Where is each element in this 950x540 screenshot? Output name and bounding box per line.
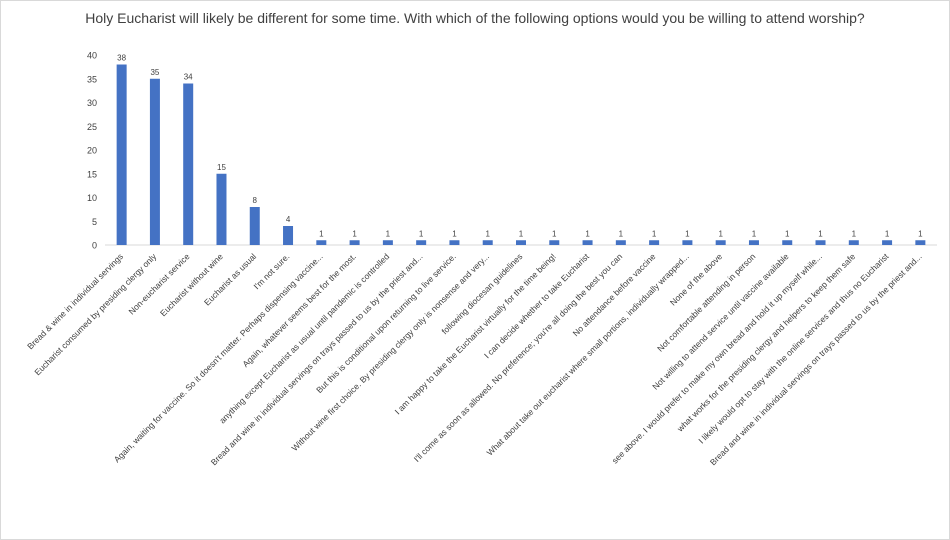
bar bbox=[216, 173, 227, 245]
bar bbox=[283, 226, 294, 245]
y-axis-ticks: 0 5 10 15 20 25 30 35 40 bbox=[87, 51, 97, 251]
data-labels: 38 35 34 15 8 4 1 1 1 1 1 1 1 1 1 1 1 1 1 1 1 1 1 1 1 bbox=[117, 54, 923, 239]
data-label: 1 bbox=[652, 229, 657, 238]
data-label: 34 bbox=[184, 73, 193, 82]
bar bbox=[416, 240, 427, 245]
bar bbox=[815, 240, 826, 245]
y-tick-label: 20 bbox=[87, 146, 97, 156]
data-label: 8 bbox=[253, 196, 258, 205]
bar bbox=[149, 78, 160, 245]
bar bbox=[649, 240, 660, 245]
bar bbox=[782, 240, 793, 245]
bar bbox=[316, 240, 327, 245]
data-label: 1 bbox=[685, 229, 690, 238]
x-tick-label: Eucharist without wine bbox=[158, 251, 225, 318]
data-label: 1 bbox=[918, 229, 923, 238]
bar bbox=[748, 240, 759, 245]
y-tick-label: 0 bbox=[92, 241, 97, 251]
data-label: 4 bbox=[286, 215, 291, 224]
bar bbox=[682, 240, 693, 245]
bar bbox=[449, 240, 460, 245]
y-tick-label: 10 bbox=[87, 193, 97, 203]
bar bbox=[382, 240, 393, 245]
chart-title: Holy Eucharist will likely be different … bbox=[85, 10, 865, 26]
bar bbox=[249, 207, 260, 245]
data-label: 1 bbox=[585, 229, 590, 238]
y-tick-label: 5 bbox=[92, 217, 97, 227]
data-label: 1 bbox=[519, 229, 524, 238]
data-label: 1 bbox=[785, 229, 790, 238]
x-tick-label: Bread and wine in individual servings on… bbox=[708, 251, 924, 467]
data-label: 1 bbox=[352, 229, 357, 238]
data-label: 35 bbox=[150, 68, 159, 77]
y-tick-label: 25 bbox=[87, 122, 97, 132]
bars bbox=[116, 64, 926, 245]
data-label: 1 bbox=[619, 229, 624, 238]
bar bbox=[549, 240, 560, 245]
y-tick-label: 40 bbox=[87, 51, 97, 61]
data-label: 1 bbox=[752, 229, 757, 238]
bar bbox=[516, 240, 526, 245]
bar bbox=[915, 240, 926, 245]
bar bbox=[482, 240, 493, 245]
data-label: 1 bbox=[485, 229, 490, 238]
data-label: 1 bbox=[419, 229, 424, 238]
bar bbox=[183, 83, 194, 245]
data-label: 1 bbox=[552, 229, 557, 238]
data-label: 1 bbox=[718, 229, 723, 238]
data-label: 1 bbox=[452, 229, 457, 238]
data-label: 1 bbox=[885, 229, 890, 238]
y-tick-label: 35 bbox=[87, 74, 97, 84]
bar bbox=[715, 240, 726, 245]
x-tick-label: Eucharist consumed by presiding clergy o… bbox=[32, 251, 159, 378]
data-label: 1 bbox=[319, 229, 324, 238]
bar bbox=[349, 240, 360, 245]
y-tick-label: 15 bbox=[87, 169, 97, 179]
x-tick-label: I am happy to take the Eucharist virtual… bbox=[393, 251, 558, 416]
bar bbox=[615, 240, 626, 245]
bar bbox=[848, 240, 859, 245]
data-label: 38 bbox=[117, 54, 126, 63]
x-tick-label: Bread and wine in individual servings on… bbox=[209, 251, 425, 467]
bar bbox=[582, 240, 593, 245]
x-tick-label: Non-eucharist service bbox=[126, 251, 191, 316]
bar bbox=[116, 64, 127, 245]
data-label: 1 bbox=[818, 229, 823, 238]
data-label: 1 bbox=[386, 229, 391, 238]
x-axis-tick-labels: Bread & wine in individual servingsEucha… bbox=[25, 251, 924, 467]
y-tick-label: 30 bbox=[87, 98, 97, 108]
data-label: 15 bbox=[217, 163, 226, 172]
bar bbox=[882, 240, 893, 245]
data-label: 1 bbox=[852, 229, 857, 238]
